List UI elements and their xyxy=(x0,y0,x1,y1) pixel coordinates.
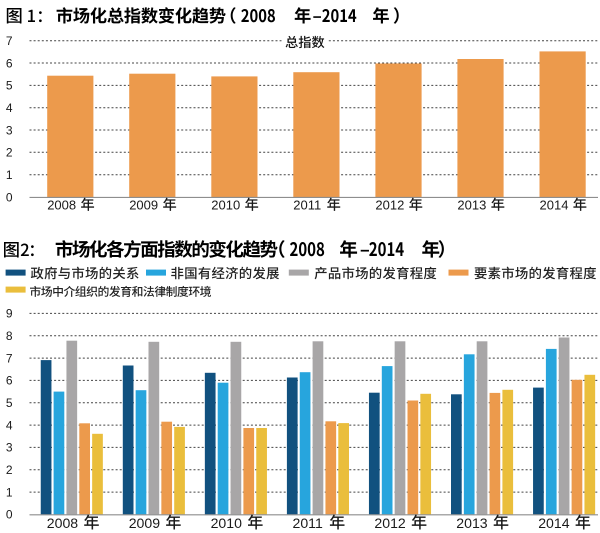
svg-text:4: 4 xyxy=(6,101,13,115)
svg-text:0: 0 xyxy=(6,190,13,204)
svg-text:0: 0 xyxy=(6,508,13,522)
svg-text:2008: 2008 xyxy=(47,515,79,531)
svg-text:7: 7 xyxy=(6,34,13,48)
svg-text:2013: 2013 xyxy=(457,198,486,213)
svg-text:2014: 2014 xyxy=(540,198,569,213)
svg-text:2009: 2009 xyxy=(129,198,158,213)
svg-text:2: 2 xyxy=(6,146,13,160)
svg-text:2: 2 xyxy=(6,463,13,477)
svg-text:3: 3 xyxy=(6,123,13,137)
svg-text:5: 5 xyxy=(6,79,13,93)
svg-text:7: 7 xyxy=(6,351,13,365)
svg-text:6: 6 xyxy=(6,374,13,388)
svg-text:2010: 2010 xyxy=(211,198,240,213)
svg-text:2009: 2009 xyxy=(129,515,161,531)
svg-text:2014: 2014 xyxy=(538,515,570,531)
svg-text:2008: 2008 xyxy=(47,198,76,213)
svg-text:3: 3 xyxy=(6,441,13,455)
svg-text:2011: 2011 xyxy=(293,515,323,531)
svg-text:8: 8 xyxy=(6,329,13,343)
svg-text:6: 6 xyxy=(6,56,13,70)
svg-text:5: 5 xyxy=(6,396,13,410)
svg-text:2012: 2012 xyxy=(374,515,406,531)
svg-text:1: 1 xyxy=(6,485,13,499)
svg-text:2010: 2010 xyxy=(211,515,243,531)
svg-text:9: 9 xyxy=(6,307,13,321)
svg-text:4: 4 xyxy=(6,418,13,432)
svg-text:2012: 2012 xyxy=(375,198,404,213)
svg-text:2011: 2011 xyxy=(293,198,321,213)
svg-text:1: 1 xyxy=(6,168,13,182)
svg-text:2013: 2013 xyxy=(456,515,488,531)
